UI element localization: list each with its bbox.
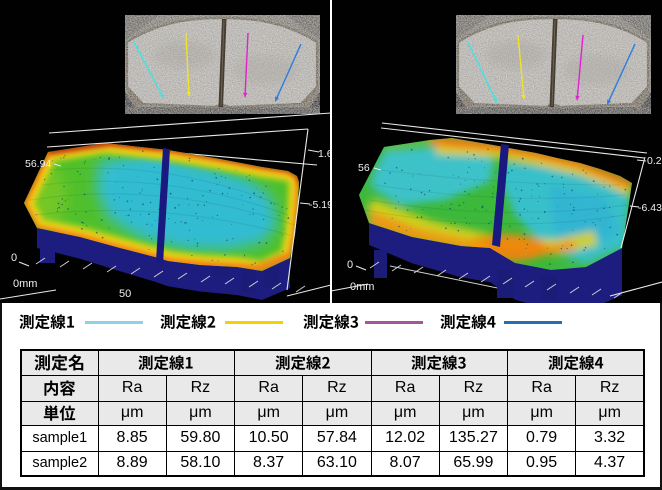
svg-text:0mm: 0mm <box>350 281 374 293</box>
svg-text:-6.438: -6.438 <box>638 202 662 214</box>
svg-text:1.6: 1.6 <box>318 148 333 160</box>
svg-text:56: 56 <box>358 162 370 174</box>
svg-text:56.94: 56.94 <box>25 158 51 170</box>
svg-text:0: 0 <box>347 259 353 271</box>
svg-text:0: 0 <box>11 252 17 264</box>
svg-text:-5.19: -5.19 <box>309 199 333 211</box>
svg-text:0.28: 0.28 <box>647 155 662 167</box>
svg-text:0mm: 0mm <box>13 278 37 290</box>
svg-text:50: 50 <box>119 288 131 300</box>
